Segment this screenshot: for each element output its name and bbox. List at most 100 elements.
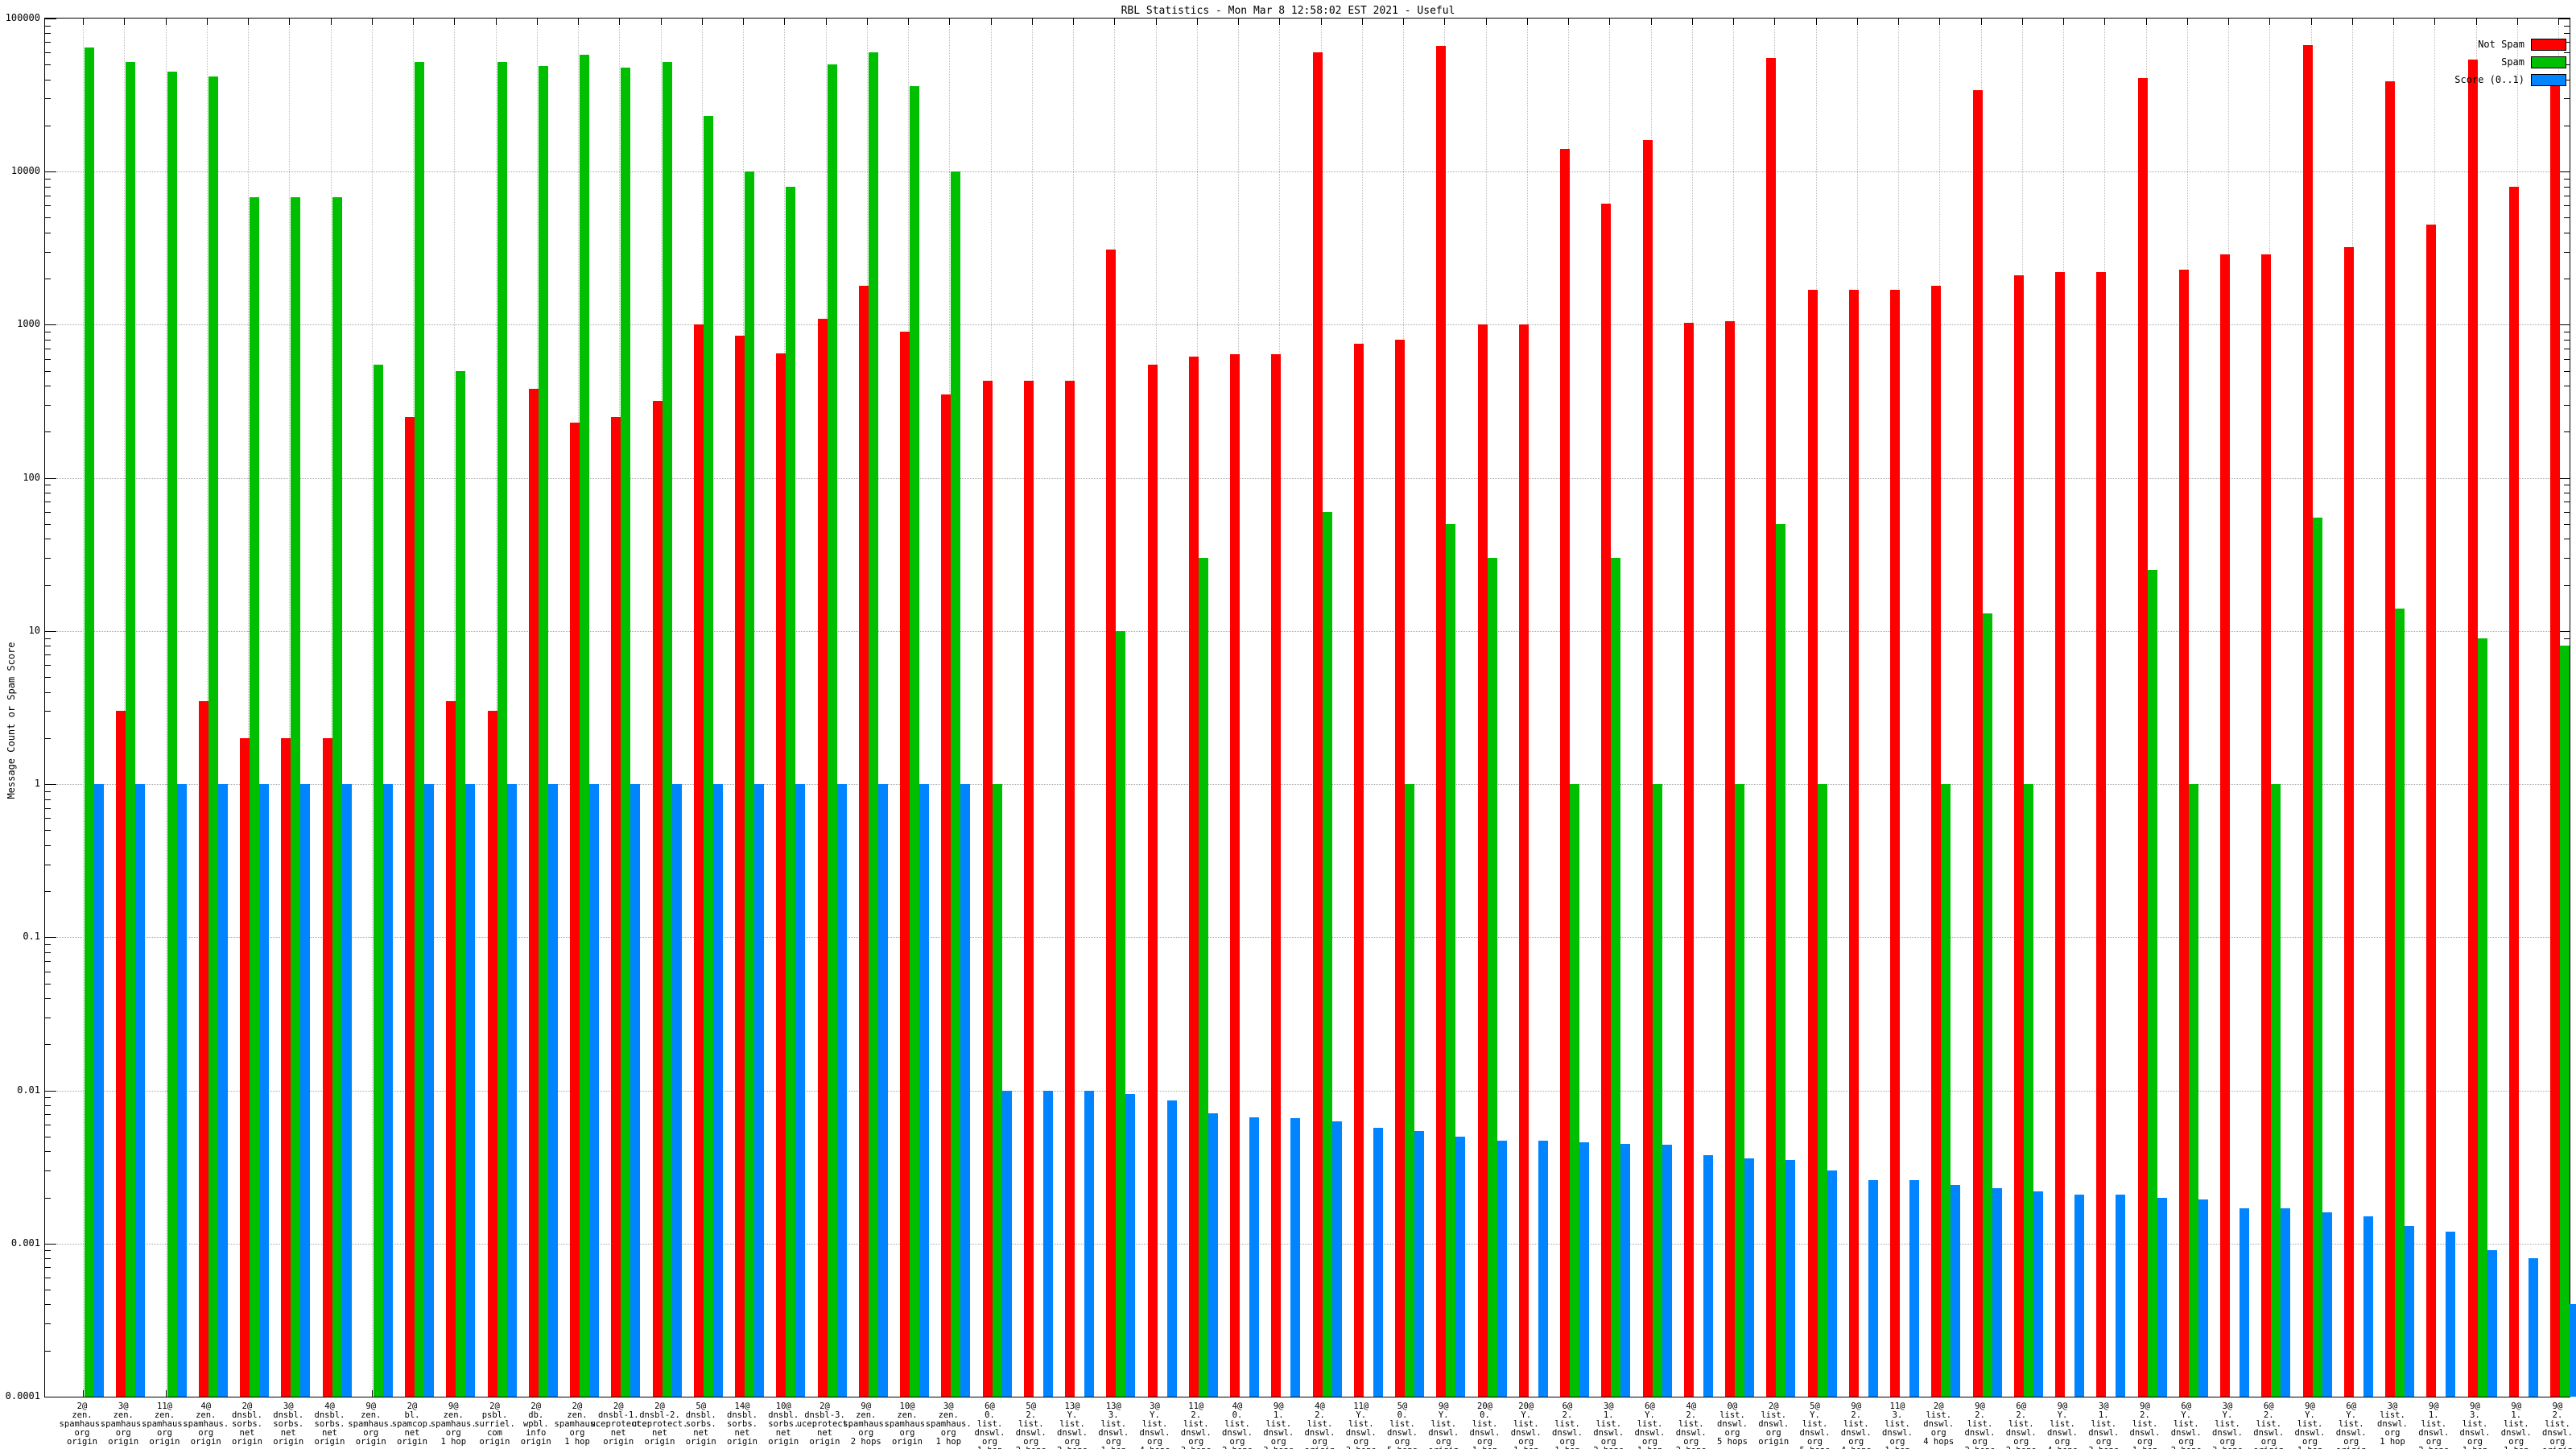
x-tick-label: 6@ Y. list. dnswl. org 1 hop xyxy=(1634,1402,1666,1449)
y-minor-tick xyxy=(45,998,51,1000)
x-tick xyxy=(1403,19,1404,25)
bar-not-spam xyxy=(1518,324,1529,1397)
y-minor-tick xyxy=(45,1250,51,1252)
y-minor-tick xyxy=(2564,186,2570,188)
y-gridline xyxy=(45,171,2570,173)
bar-spam xyxy=(2312,518,2322,1397)
x-tick xyxy=(165,19,167,25)
bar-not-spam xyxy=(1848,289,1859,1397)
bar-not-spam xyxy=(1065,381,1075,1397)
bar-spam xyxy=(1941,784,1951,1397)
x-tick-label: 6@ 0. list. dnswl. org 1 hop xyxy=(974,1402,1005,1449)
x-tick xyxy=(371,19,373,25)
x-tick-label: 9@ 1. list. dnswl. org 2 hops xyxy=(2418,1402,2450,1449)
bar-score xyxy=(382,784,393,1397)
x-tick-label: 6@ 2. list. dnswl. org origin xyxy=(2253,1402,2285,1449)
bar-not-spam xyxy=(2013,275,2024,1397)
y-minor-tick xyxy=(45,1323,51,1325)
y-minor-tick xyxy=(2564,431,2570,433)
y-minor-tick xyxy=(45,370,51,372)
bar-score xyxy=(1001,1090,1012,1397)
bar-score xyxy=(2570,1304,2576,1397)
x-tick xyxy=(578,19,579,25)
bar-spam xyxy=(910,86,919,1397)
x-tick xyxy=(248,19,249,25)
x-tick-label: 3@ 1. list. dnswl. org 2 hops xyxy=(1593,1402,1624,1449)
y-minor-tick xyxy=(2564,98,2570,100)
x-tick-label: 5@ 0. list. dnswl. org 5 hops xyxy=(1387,1402,1418,1449)
bar-not-spam xyxy=(900,332,910,1397)
y-gridline xyxy=(45,324,2570,326)
x-tick-label: 3@ zen. spamhaus. org 1 hop xyxy=(925,1402,972,1447)
y-minor-tick xyxy=(45,1267,51,1269)
bar-score xyxy=(1249,1117,1259,1397)
x-tick xyxy=(2310,19,2312,25)
bar-not-spam xyxy=(116,711,126,1397)
bar-spam xyxy=(2147,570,2157,1397)
y-minor-tick xyxy=(45,677,51,679)
bar-spam xyxy=(580,55,589,1397)
x-tick-label: 2@ zen. spamhaus. org 1 hop xyxy=(554,1402,601,1447)
x-tick-label: 11@ Y. list. dnswl. org 3 hops xyxy=(1345,1402,1377,1449)
bar-not-spam xyxy=(1477,324,1488,1397)
y-minor-tick xyxy=(45,944,51,946)
bar-score xyxy=(2033,1191,2043,1397)
x-tick xyxy=(83,19,84,25)
bar-score xyxy=(1785,1160,1796,1397)
bar-spam xyxy=(868,52,878,1397)
bar-not-spam xyxy=(2137,77,2148,1397)
y-major-tick xyxy=(2558,630,2570,632)
x-tick xyxy=(206,19,208,25)
x-tick-label: 6@ Y. list. dnswl. org 2 hops xyxy=(2170,1402,2202,1449)
bar-score xyxy=(94,784,104,1397)
bar-not-spam xyxy=(487,711,497,1397)
x-tick xyxy=(1320,19,1322,25)
bar-spam xyxy=(2023,784,2033,1397)
bar-spam xyxy=(1322,511,1332,1397)
bar-score xyxy=(2240,1208,2249,1397)
x-tick xyxy=(2186,19,2188,25)
x-tick-label: 3@ list. dnswl. org 1 hop xyxy=(2377,1402,2408,1447)
y-minor-tick xyxy=(45,1304,51,1306)
x-tick xyxy=(2269,19,2271,25)
y-gridline xyxy=(45,784,2570,786)
x-tick-label: 9@ 2. list. dnswl. org 1 hop xyxy=(2129,1402,2161,1449)
y-minor-tick xyxy=(45,691,51,693)
bar-not-spam xyxy=(1642,140,1653,1397)
bar-not-spam xyxy=(2220,254,2230,1397)
bar-spam xyxy=(2560,646,2570,1397)
bar-spam xyxy=(1817,784,1827,1397)
x-tick-label: 13@ Y. list. dnswl. org 2 hops xyxy=(1057,1402,1088,1449)
x-tick xyxy=(701,19,703,25)
bar-score xyxy=(2446,1231,2456,1397)
x-tick xyxy=(784,19,786,25)
bar-score xyxy=(754,784,764,1397)
bar-score xyxy=(1208,1113,1218,1397)
x-tick xyxy=(1774,19,1776,25)
legend-item-label: Score (0..1) xyxy=(2454,74,2524,85)
bar-not-spam xyxy=(652,400,663,1397)
x-tick-label: 2@ zen. spamhaus. org origin xyxy=(59,1402,105,1447)
bar-spam xyxy=(2395,609,2405,1397)
bar-spam xyxy=(497,62,507,1397)
x-tick-label: 20@ Y. list. dnswl. org 1 hop xyxy=(1510,1402,1542,1449)
y-minor-tick xyxy=(45,64,51,66)
y-tick-label: 0.0001 xyxy=(5,1390,40,1402)
x-tick-label: 9@ 1. list. dnswl. org 3 hops xyxy=(1263,1402,1294,1449)
bar-spam xyxy=(951,171,961,1397)
bar-score xyxy=(2322,1212,2332,1397)
bar-not-spam xyxy=(776,353,786,1397)
bar-spam xyxy=(992,784,1002,1397)
y-gridline xyxy=(45,937,2570,939)
y-minor-tick xyxy=(2564,205,2570,207)
bar-not-spam xyxy=(2178,269,2189,1397)
bar-not-spam xyxy=(2550,82,2560,1397)
x-tick-label: 2@ dnsbl-2. uceprotect. net origin xyxy=(631,1402,688,1447)
bar-score xyxy=(589,784,599,1397)
legend: Not Spam Spam Score (0..1) xyxy=(2454,35,2566,89)
y-minor-tick xyxy=(45,830,51,832)
y-minor-tick xyxy=(45,1350,51,1352)
x-tick xyxy=(413,19,414,25)
x-tick-label: 6@ 2. list. dnswl. org 2 hops xyxy=(2005,1402,2037,1449)
